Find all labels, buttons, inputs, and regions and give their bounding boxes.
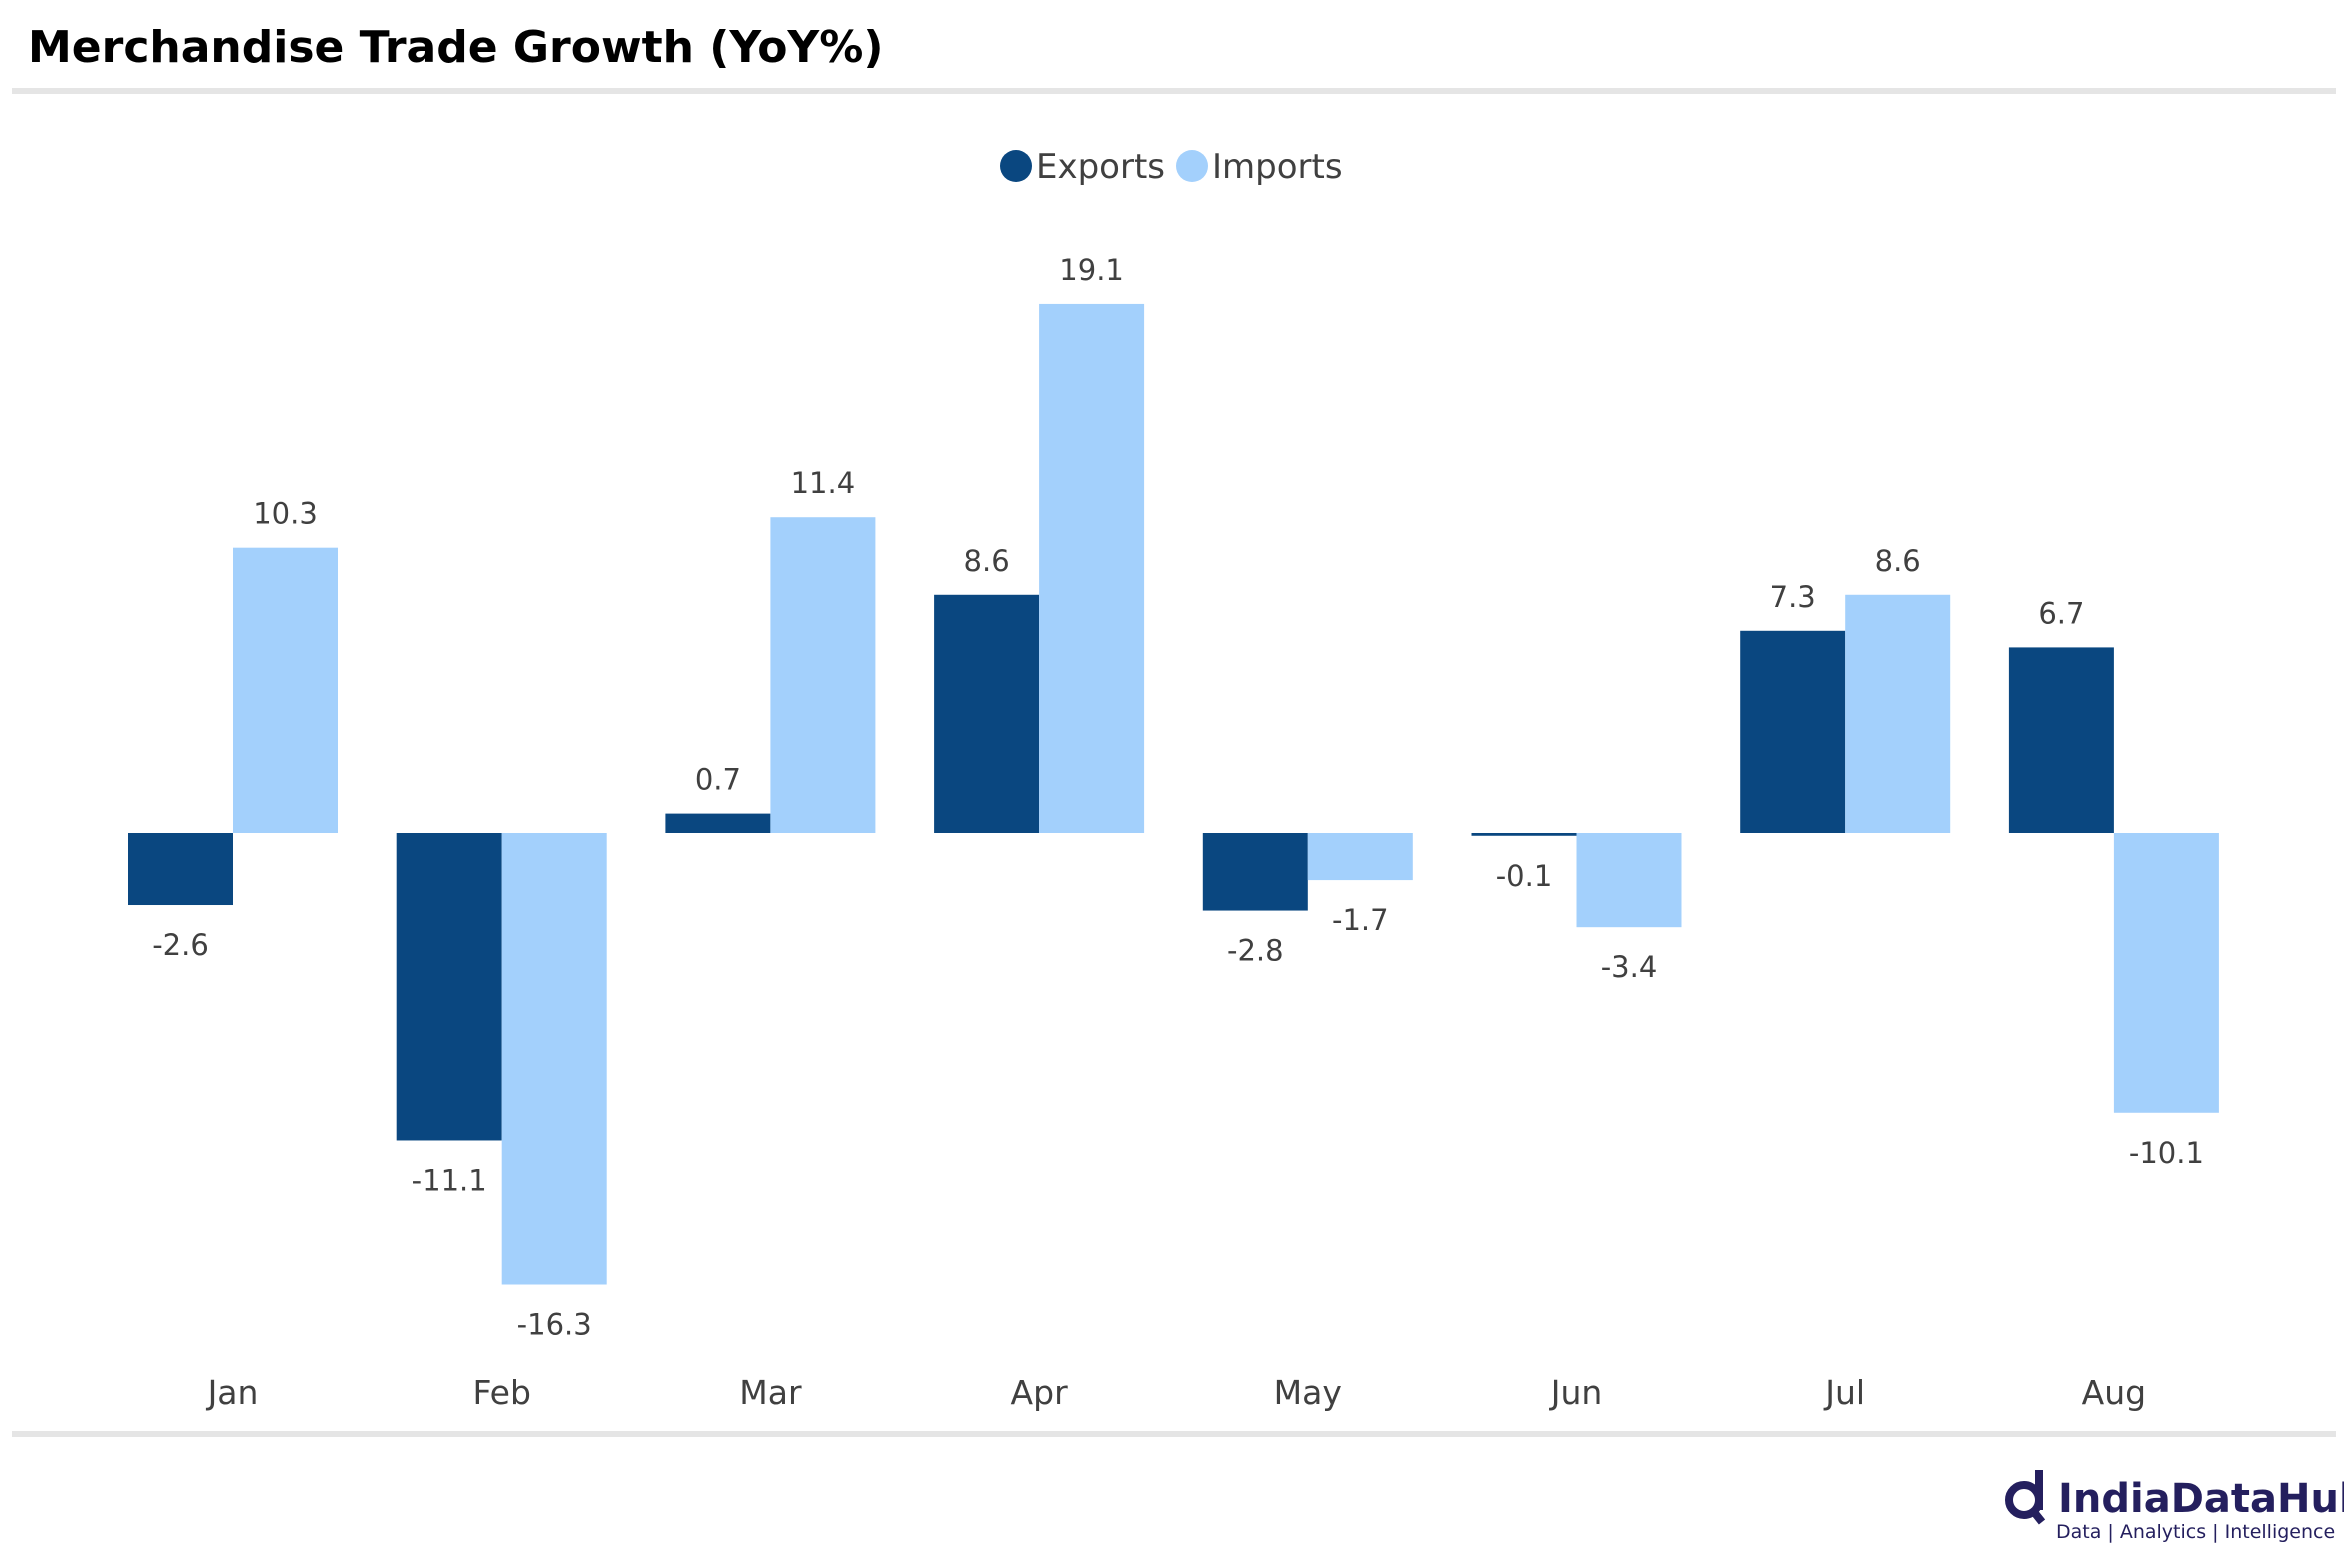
data-label: 11.4 — [791, 466, 856, 500]
bar-exports-feb — [396, 833, 502, 1141]
logo-icon — [2005, 1470, 2046, 1525]
bottom-divider — [12, 1431, 2336, 1437]
brand-tagline: Data | Analytics | Intelligence — [2056, 1521, 2335, 1543]
x-tick-jun: Jun — [1549, 1373, 1603, 1412]
bars — [128, 303, 2219, 1285]
x-tick-jan: Jan — [206, 1373, 259, 1412]
data-label: 8.6 — [1875, 544, 1921, 578]
bar-exports-apr — [934, 594, 1040, 833]
data-label: -11.1 — [412, 1163, 487, 1197]
data-label: 19.1 — [1059, 253, 1124, 287]
x-tick-mar: Mar — [739, 1373, 802, 1412]
data-label: -16.3 — [517, 1308, 592, 1342]
x-tick-may: May — [1274, 1373, 1342, 1412]
bar-imports-apr — [1039, 303, 1145, 833]
data-label: -1.7 — [1332, 903, 1389, 937]
legend: Exports Imports — [1000, 147, 1343, 187]
data-label: 6.7 — [2038, 596, 2084, 630]
data-label: 0.7 — [695, 763, 741, 797]
top-divider — [12, 88, 2336, 94]
bar-imports-aug — [2113, 833, 2219, 1113]
legend-item-exports[interactable]: Exports — [1000, 147, 1165, 187]
x-tick-jul: Jul — [1823, 1373, 1865, 1412]
bar-exports-jun — [1471, 833, 1577, 836]
legend-item-imports[interactable]: Imports — [1176, 147, 1343, 187]
legend-label: Exports — [1036, 147, 1165, 187]
bar-imports-may — [1307, 833, 1413, 881]
bar-imports-jun — [1576, 833, 1682, 928]
legend-swatch-icon — [1176, 150, 1208, 182]
x-tick-apr: Apr — [1011, 1373, 1069, 1412]
bar-imports-feb — [501, 833, 607, 1285]
bar-imports-mar — [770, 517, 876, 833]
data-label: 7.3 — [1770, 580, 1816, 614]
x-tick-feb: Feb — [472, 1373, 530, 1412]
brand-logo: IndiaDataHub Data | Analytics | Intellig… — [2005, 1470, 2344, 1543]
data-label: 10.3 — [253, 497, 318, 531]
data-labels: -2.6 10.3 -11.1 -16.3 0.7 11.4 8.6 19.1 -2.8 -1.7… — [152, 253, 2204, 1342]
bar-exports-jul — [1740, 630, 1846, 833]
data-label: -2.6 — [152, 928, 209, 962]
bar-exports-may — [1202, 833, 1308, 911]
data-label: -10.1 — [2129, 1136, 2204, 1170]
x-tick-aug: Aug — [2082, 1373, 2146, 1412]
data-label: -0.1 — [1496, 859, 1553, 893]
legend-swatch-icon — [1000, 150, 1032, 182]
bar-exports-mar — [665, 813, 771, 833]
brand-name: IndiaDataHub — [2058, 1476, 2344, 1522]
data-label: -2.8 — [1227, 934, 1284, 968]
bar-imports-jan — [233, 547, 338, 833]
data-label: 8.6 — [964, 544, 1010, 578]
bar-exports-aug — [2008, 647, 2114, 833]
x-axis-ticks: Jan Feb Mar Apr May Jun Jul Aug — [206, 1373, 2147, 1412]
data-label: -3.4 — [1601, 950, 1658, 984]
chart-title: Merchandise Trade Growth (YoY%) — [28, 22, 884, 73]
bar-exports-jan — [128, 833, 233, 906]
bar-imports-jul — [1845, 594, 1951, 833]
legend-label: Imports — [1212, 147, 1343, 187]
